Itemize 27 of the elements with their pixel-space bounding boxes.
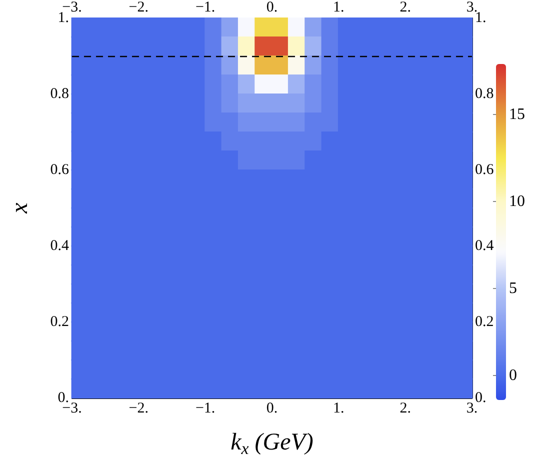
y-tick-label: 0. [58, 390, 69, 406]
x2-tick-label: −1. [195, 0, 216, 16]
x2-tick-label: −2. [128, 0, 149, 16]
x-tick-label: 1. [333, 400, 344, 416]
x2-tick-label: 0. [266, 0, 278, 16]
x-tick-label: 2. [400, 400, 411, 416]
color-bar-label: 5 [509, 280, 517, 298]
y2-tick-label: 0.6 [475, 162, 494, 178]
color-bar-label: 15 [509, 106, 525, 123]
y-tick-label: 0.2 [50, 314, 69, 330]
x2-tick-label: 3. [466, 0, 478, 16]
y-tick-label: 0.6 [50, 162, 70, 178]
x2-tick-label: 1. [333, 0, 344, 16]
x-tick-label: −2. [128, 400, 149, 416]
y-tick-label: 0.4 [50, 238, 70, 254]
x-tick-label: 3. [466, 400, 478, 416]
y-tick-label: 0.8 [50, 86, 69, 102]
x2-tick-label: 2. [400, 0, 411, 16]
y2-tick-label: 0.4 [475, 238, 494, 254]
y2-tick-label: 0.2 [475, 314, 494, 330]
x-tick-label: −1. [195, 400, 216, 416]
y2-tick-label: 0.8 [475, 86, 494, 102]
x-tick-label: 0. [266, 400, 278, 416]
color-bar-label: 0 [509, 367, 517, 384]
y2-tick-label: 0. [475, 390, 486, 406]
y-axis-title: x [7, 202, 33, 214]
color-bar-label: 10 [509, 193, 525, 210]
